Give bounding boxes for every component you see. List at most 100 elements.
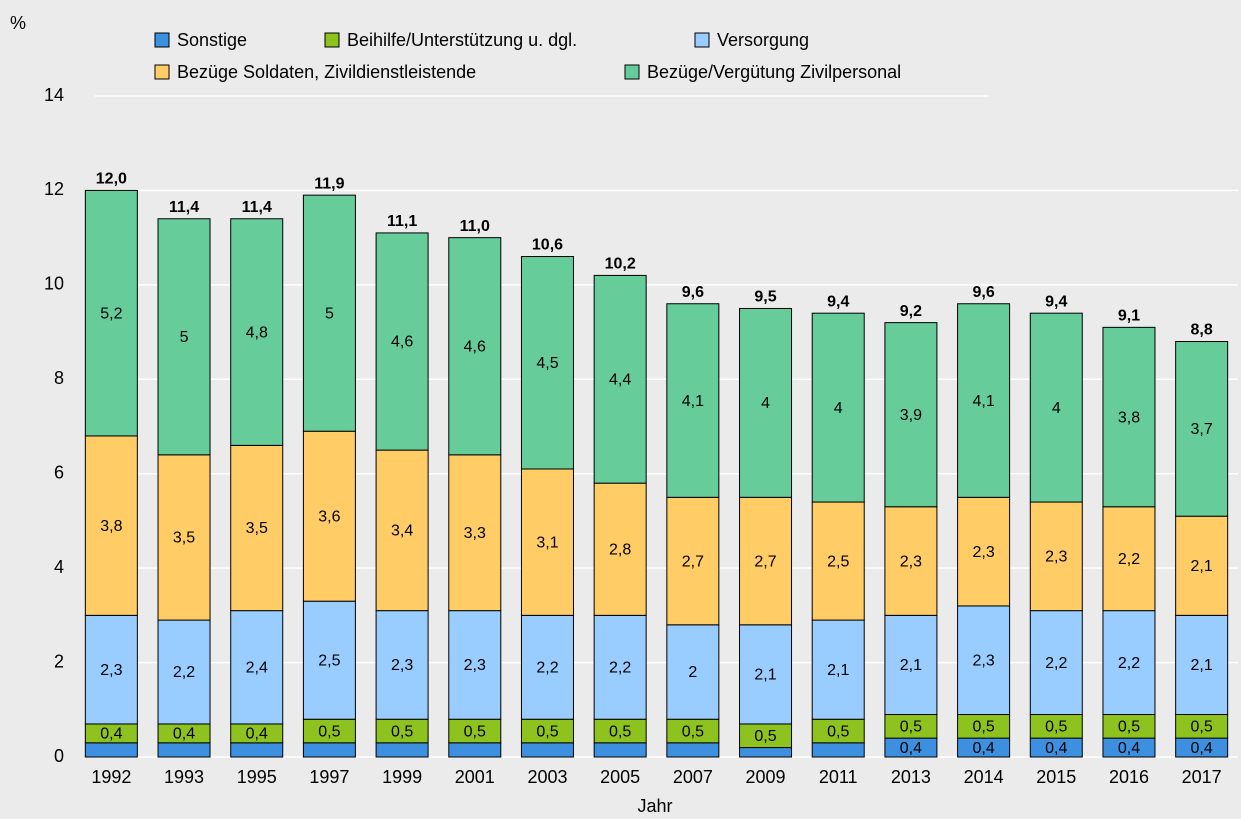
bar-segment bbox=[302, 742, 356, 758]
total-label: 11,4 bbox=[169, 199, 199, 216]
data-label: 0,5 bbox=[1045, 719, 1067, 736]
bar-segment bbox=[957, 496, 1011, 607]
data-label: 3,3 bbox=[464, 525, 486, 542]
data-label: 2 bbox=[688, 664, 697, 681]
y-tick-label: 4 bbox=[54, 557, 64, 577]
data-label: 4 bbox=[761, 395, 770, 412]
data-label: 3,1 bbox=[536, 534, 558, 551]
total-label: 11,0 bbox=[460, 218, 490, 235]
x-tick-label: 2009 bbox=[746, 767, 786, 787]
data-label: 4,6 bbox=[391, 334, 413, 351]
data-label: 2,2 bbox=[536, 660, 558, 677]
bar-segment bbox=[84, 614, 138, 725]
data-label: 2,8 bbox=[609, 541, 631, 558]
x-tick-label: 2017 bbox=[1182, 767, 1222, 787]
total-label: 11,9 bbox=[314, 175, 344, 192]
bar-segment bbox=[593, 482, 647, 616]
data-label: 2,2 bbox=[1045, 655, 1067, 672]
bar-segment bbox=[1102, 506, 1156, 612]
x-tick-label: 2005 bbox=[600, 767, 640, 787]
data-label: 4 bbox=[834, 400, 843, 417]
bar-segment bbox=[375, 610, 429, 720]
legend-swatch bbox=[624, 64, 640, 80]
total-label: 10,2 bbox=[605, 256, 636, 273]
data-label: 0,4 bbox=[173, 726, 195, 743]
bar-segment bbox=[230, 742, 284, 758]
data-label: 3,8 bbox=[1118, 409, 1140, 426]
y-tick-label: 0 bbox=[54, 746, 64, 766]
x-tick-label: 2016 bbox=[1109, 767, 1149, 787]
data-label: 0,5 bbox=[972, 719, 994, 736]
bar-segment bbox=[1029, 312, 1083, 503]
data-label: 2,1 bbox=[900, 657, 922, 674]
data-label: 0,4 bbox=[100, 726, 122, 743]
bar-segment bbox=[739, 496, 793, 626]
data-label: 5 bbox=[180, 329, 189, 346]
legend-label: Versorgung bbox=[717, 30, 809, 50]
legend-swatch bbox=[154, 64, 170, 80]
x-tick-label: 2007 bbox=[673, 767, 713, 787]
legend-swatch bbox=[324, 32, 340, 48]
x-tick-label: 1992 bbox=[91, 767, 131, 787]
total-label: 11,1 bbox=[387, 213, 417, 230]
x-tick-label: 1993 bbox=[164, 767, 204, 787]
bar-segment bbox=[739, 747, 793, 758]
data-label: 0,5 bbox=[536, 723, 558, 740]
bar-segment bbox=[157, 454, 211, 621]
bar-segment bbox=[230, 444, 284, 612]
bar-segment bbox=[375, 449, 429, 612]
data-label: 2,5 bbox=[318, 652, 340, 669]
bar-segment bbox=[666, 624, 720, 720]
bar-segment bbox=[593, 274, 647, 484]
data-label: 0,5 bbox=[318, 723, 340, 740]
y-tick-label: 10 bbox=[44, 274, 64, 294]
total-label: 8,8 bbox=[1191, 322, 1213, 339]
data-label: 2,3 bbox=[391, 657, 413, 674]
data-label: 3,7 bbox=[1191, 421, 1213, 438]
data-label: 0,5 bbox=[1118, 719, 1140, 736]
bar-segment bbox=[375, 232, 429, 451]
data-label: 4,5 bbox=[536, 355, 558, 372]
bar-segment bbox=[84, 435, 138, 616]
x-tick-label: 2001 bbox=[455, 767, 495, 787]
total-label: 9,5 bbox=[754, 289, 776, 306]
bar-segment bbox=[84, 189, 138, 437]
bar-segment bbox=[230, 218, 284, 446]
data-label: 0,4 bbox=[1118, 740, 1140, 757]
bar-segment bbox=[520, 256, 574, 470]
bar-segment bbox=[84, 742, 138, 758]
data-label: 2,3 bbox=[1045, 549, 1067, 566]
total-label: 11,4 bbox=[242, 199, 272, 216]
data-label: 2,1 bbox=[754, 667, 776, 684]
data-label: 3,4 bbox=[391, 523, 413, 540]
bar-segment bbox=[666, 496, 720, 626]
y-tick-label: 12 bbox=[44, 179, 64, 199]
bar-segment bbox=[957, 303, 1011, 498]
bar-segment bbox=[593, 614, 647, 720]
data-label: 3,9 bbox=[900, 407, 922, 424]
bar-segment bbox=[375, 742, 429, 758]
data-label: 0,4 bbox=[246, 726, 268, 743]
bar-segment bbox=[884, 506, 938, 616]
bar-segment bbox=[520, 614, 574, 720]
data-label: 0,5 bbox=[682, 723, 704, 740]
data-label: 2,2 bbox=[1118, 551, 1140, 568]
legend-label: Sonstige bbox=[177, 30, 247, 50]
total-label: 9,1 bbox=[1118, 308, 1140, 325]
x-tick-label: 2003 bbox=[527, 767, 567, 787]
data-label: 3,5 bbox=[246, 520, 268, 537]
data-label: 2,2 bbox=[173, 664, 195, 681]
data-label: 2,1 bbox=[827, 662, 849, 679]
data-label: 4,1 bbox=[682, 393, 704, 410]
bar-segment bbox=[811, 312, 865, 503]
total-label: 9,4 bbox=[1045, 293, 1067, 310]
data-label: 0,5 bbox=[754, 728, 776, 745]
bar-segment bbox=[448, 454, 502, 612]
legend-label: Bezüge Soldaten, Zivildienstleistende bbox=[177, 62, 476, 82]
data-label: 3,5 bbox=[173, 530, 195, 547]
data-label: 0,5 bbox=[1191, 719, 1213, 736]
bar-segment bbox=[957, 605, 1011, 716]
x-tick-label: 2013 bbox=[891, 767, 931, 787]
x-tick-label: 2011 bbox=[819, 767, 858, 787]
